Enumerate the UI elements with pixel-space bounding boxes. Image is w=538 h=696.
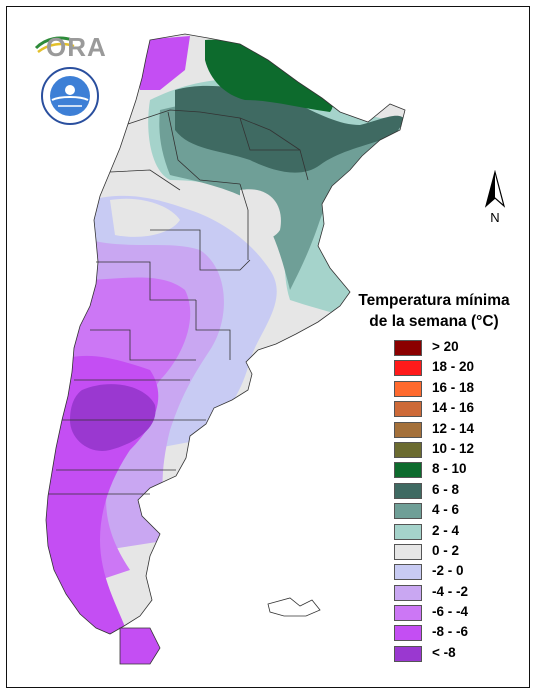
legend-label: > 20	[432, 339, 459, 354]
legend-swatch	[394, 421, 422, 438]
legend-label: 10 - 12	[432, 440, 475, 456]
legend-swatch	[394, 645, 422, 662]
legend-swatch	[394, 503, 422, 520]
legend-label: -6 - -4	[432, 604, 469, 620]
legend-label: 8 - 10	[432, 461, 467, 477]
legend-label: < -8	[432, 644, 456, 660]
legend-swatch	[394, 564, 422, 581]
legend-label: -2 - 0	[432, 563, 464, 579]
legend-label: 14 - 16	[432, 400, 475, 416]
legend-label: 0 - 2	[432, 542, 460, 558]
legend-swatch	[394, 523, 422, 540]
ora-logo: ORA	[34, 32, 106, 62]
legend-label: 18 - 20	[432, 359, 475, 375]
legend-swatch	[394, 462, 422, 479]
legend-swatch	[394, 401, 422, 418]
legend-swatch	[394, 605, 422, 622]
legend-title-line2: de la semana (°C)	[369, 313, 499, 330]
legend-label: 12 - 14	[432, 420, 475, 436]
north-arrow-icon	[484, 169, 506, 208]
legend: Temperatura mínima de la semana (°C) > 2…	[344, 290, 534, 662]
legend-label: 4 - 6	[432, 502, 460, 518]
north-label: N	[490, 210, 500, 225]
legend-swatch	[394, 340, 422, 356]
legend-title-line1: Temperatura mínima	[358, 292, 510, 309]
legend-label: -4 - -2	[432, 583, 469, 599]
legend-label: 16 - 18	[432, 379, 475, 395]
legend-swatch	[394, 380, 422, 397]
north-arrow: N	[480, 169, 510, 230]
legend-swatch	[394, 625, 422, 642]
legend-swatch	[394, 441, 422, 458]
legend-label: 2 - 4	[432, 522, 460, 538]
legend-swatch	[394, 482, 422, 499]
legend-label: -8 - -6	[432, 624, 469, 640]
svg-text:ORA: ORA	[46, 32, 106, 62]
legend-swatch	[394, 584, 422, 601]
legend-swatch	[394, 543, 422, 560]
legend-swatch	[394, 360, 422, 377]
legend-label: 6 - 8	[432, 481, 460, 497]
smn-seal	[41, 67, 99, 125]
